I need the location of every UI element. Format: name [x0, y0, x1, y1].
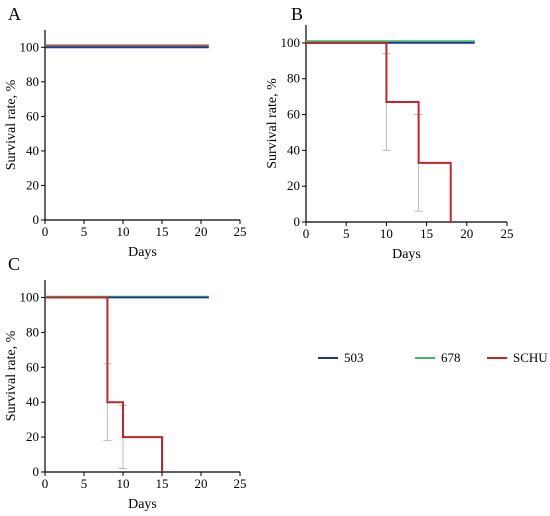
x-tick-label: 20: [195, 224, 208, 239]
y-tick-label: 80: [26, 324, 39, 339]
x-tick-label: 5: [81, 224, 88, 239]
series-line-schu: [45, 296, 163, 472]
x-tick-label: 10: [380, 226, 393, 241]
y-tick-label: 60: [287, 107, 300, 122]
x-tick-label: 25: [234, 476, 247, 491]
x-tick-label: 15: [156, 476, 169, 491]
y-tick-label: 40: [26, 394, 39, 409]
y-axis-title: Survival rate, %: [4, 330, 19, 421]
y-tick-label: 20: [287, 178, 300, 193]
legend-label-503: 503: [344, 350, 364, 365]
series-line-schu: [306, 41, 452, 222]
y-tick-label: 100: [20, 289, 40, 304]
y-tick-label: 40: [26, 143, 39, 158]
chart-panel-b: B 0 20 40 60 80 100 0 5 10 15 20 25 Days Survival rate…: [265, 4, 514, 262]
y-axis-title: Survival rate, %: [265, 78, 280, 169]
x-axis-title: Days: [392, 247, 421, 262]
legend-label-678: 678: [441, 350, 461, 365]
x-tick-label: 20: [195, 476, 208, 491]
x-tick-label: 0: [42, 224, 49, 239]
y-tick-label: 0: [33, 212, 40, 227]
x-tick-label: 25: [234, 224, 247, 239]
y-tick-label: 40: [287, 142, 300, 157]
chart-panel-c: C 0 20 40 60 80 100 0 5 10 15 20 25 Days Survival rate…: [4, 254, 247, 512]
panel-letter: A: [8, 4, 21, 24]
panel-letter: C: [8, 254, 20, 274]
y-tick-label: 60: [26, 359, 39, 374]
y-tick-label: 60: [26, 108, 39, 123]
x-tick-label: 0: [303, 226, 310, 241]
x-tick-label: 25: [501, 226, 514, 241]
x-tick-label: 10: [117, 224, 130, 239]
legend-label-schu: SCHU: [513, 350, 548, 365]
panel-letter: B: [291, 4, 303, 24]
y-tick-label: 80: [26, 74, 39, 89]
chart-panel-a: A 0 20 40 60 80 100 0 5 10 15 20 25 Days Survival rate…: [4, 4, 247, 260]
y-tick-label: 100: [281, 35, 301, 50]
legend: 503 678 SCHU: [318, 350, 548, 365]
x-tick-label: 15: [420, 226, 433, 241]
y-tick-label: 20: [26, 429, 39, 444]
x-tick-label: 5: [343, 226, 350, 241]
y-tick-label: 100: [20, 39, 40, 54]
x-axis-title: Days: [128, 497, 157, 512]
x-axis-title: Days: [128, 245, 157, 260]
y-axis-title: Survival rate, %: [4, 79, 19, 170]
y-tick-label: 0: [294, 214, 301, 229]
x-tick-label: 10: [117, 476, 130, 491]
x-tick-label: 15: [156, 224, 169, 239]
x-tick-label: 5: [81, 476, 88, 491]
y-tick-label: 20: [26, 177, 39, 192]
x-tick-label: 20: [460, 226, 473, 241]
x-tick-label: 0: [42, 476, 49, 491]
y-tick-label: 0: [33, 464, 40, 479]
y-tick-label: 80: [287, 71, 300, 86]
